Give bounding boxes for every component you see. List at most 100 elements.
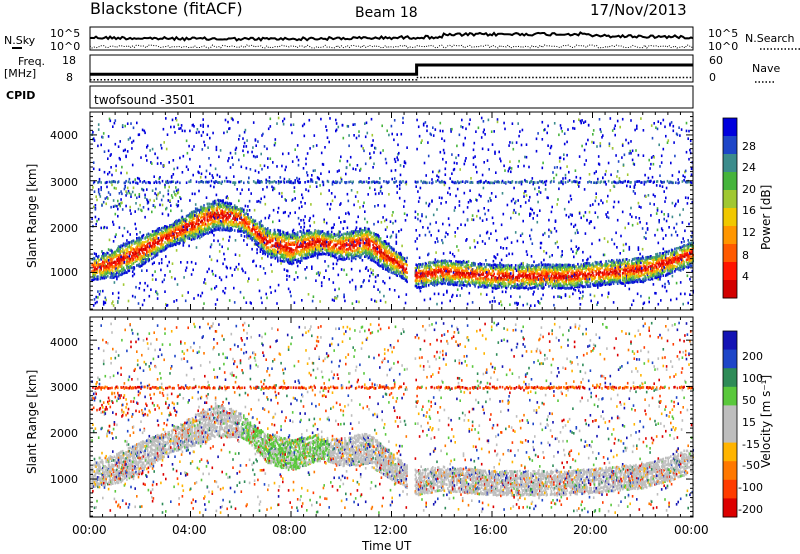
scatter-cell bbox=[349, 253, 352, 257]
scatter-cell bbox=[353, 244, 355, 248]
scatter-cell bbox=[185, 219, 188, 222]
scatter-cell bbox=[174, 238, 176, 242]
scatter-cell bbox=[113, 253, 116, 256]
scatter-cell bbox=[116, 271, 118, 275]
scatter-cell bbox=[273, 254, 276, 258]
scatter-cell bbox=[316, 240, 319, 243]
scatter-cell bbox=[182, 224, 185, 227]
scatter-cell bbox=[338, 251, 340, 254]
scatter-cell bbox=[307, 180, 310, 183]
scatter-cell bbox=[160, 162, 162, 165]
scatter-cell bbox=[107, 275, 109, 278]
scatter-cell bbox=[388, 249, 390, 252]
scatter-cell bbox=[284, 238, 286, 241]
scatter-cell bbox=[121, 165, 123, 169]
scatter-cell bbox=[175, 223, 178, 227]
scatter-cell bbox=[101, 264, 103, 268]
scatter-cell bbox=[126, 264, 129, 268]
scatter-cell bbox=[404, 161, 407, 165]
scatter-cell bbox=[323, 234, 325, 237]
scatter-cell bbox=[100, 276, 102, 280]
scatter-cell bbox=[101, 204, 103, 207]
scatter-cell bbox=[337, 238, 340, 242]
scatter-cell bbox=[281, 240, 283, 244]
scatter-cell bbox=[369, 267, 372, 271]
scatter-cell bbox=[167, 227, 170, 231]
scatter-cell bbox=[261, 242, 263, 245]
scatter-cell bbox=[415, 271, 417, 275]
scatter-cell bbox=[181, 294, 184, 297]
scatter-cell bbox=[292, 261, 295, 265]
scatter-cell bbox=[213, 220, 215, 224]
scatter-cell bbox=[382, 216, 384, 219]
scatter-cell bbox=[229, 180, 232, 184]
scatter-cell bbox=[244, 224, 247, 227]
scatter-cell bbox=[283, 260, 286, 263]
scatter-cell bbox=[142, 233, 145, 237]
scatter-cell bbox=[392, 230, 394, 234]
scatter-cell bbox=[280, 262, 282, 265]
scatter-cell bbox=[324, 244, 326, 248]
scatter-cell bbox=[231, 220, 233, 224]
scatter-cell bbox=[309, 185, 311, 188]
scatter-cell bbox=[228, 157, 230, 160]
scatter-cell bbox=[436, 208, 438, 211]
scatter-cell bbox=[269, 229, 272, 232]
scatter-cell bbox=[119, 265, 121, 268]
scatter-cell bbox=[246, 139, 248, 142]
scatter-cell bbox=[422, 262, 424, 266]
scatter-cell bbox=[372, 235, 374, 238]
scatter-cell bbox=[443, 261, 446, 265]
scatter-cell bbox=[362, 147, 364, 150]
scatter-cell bbox=[301, 231, 303, 235]
scatter-cell bbox=[456, 264, 459, 268]
cpid-value: twofsound -3501 bbox=[94, 93, 195, 107]
scatter-cell bbox=[213, 229, 215, 232]
scatter-cell bbox=[460, 271, 462, 275]
scatter-cell bbox=[344, 181, 346, 184]
scatter-cell bbox=[233, 210, 235, 213]
scatter-cell bbox=[451, 283, 454, 286]
scatter-cell bbox=[250, 235, 252, 238]
scatter-cell bbox=[283, 268, 286, 271]
scatter-cell bbox=[292, 259, 295, 262]
scatter-cell bbox=[349, 155, 352, 159]
scatter-cell bbox=[439, 129, 442, 133]
scatter-cell bbox=[177, 225, 180, 229]
scatter-cell bbox=[112, 272, 115, 275]
scatter-cell bbox=[359, 241, 362, 245]
scatter-cell bbox=[221, 222, 223, 225]
scatter-cell bbox=[235, 214, 238, 217]
scatter-cell bbox=[214, 220, 217, 223]
scatter-cell bbox=[206, 270, 209, 274]
scatter-cell bbox=[129, 136, 131, 140]
scatter-cell bbox=[451, 276, 454, 279]
scatter-cell bbox=[189, 228, 192, 232]
scatter-cell bbox=[332, 238, 335, 241]
scatter-cell bbox=[349, 163, 351, 167]
scatter-cell bbox=[346, 159, 349, 163]
scatter-cell bbox=[443, 281, 446, 285]
scatter-cell bbox=[278, 250, 281, 254]
scatter-cell bbox=[415, 269, 417, 272]
scatter-cell bbox=[126, 266, 128, 269]
scatter-cell bbox=[113, 186, 116, 190]
scatter-cell bbox=[346, 237, 349, 240]
scatter-cell bbox=[366, 233, 369, 237]
scatter-cell bbox=[116, 258, 118, 261]
scatter-cell bbox=[270, 253, 272, 257]
scatter-cell bbox=[415, 229, 417, 232]
scatter-cell bbox=[444, 235, 447, 239]
scatter-cell bbox=[458, 273, 461, 277]
scatter-cell bbox=[227, 216, 229, 219]
scatter-cell bbox=[157, 230, 160, 233]
scatter-cell bbox=[378, 239, 380, 242]
scatter-cell bbox=[339, 159, 341, 163]
scatter-cell bbox=[157, 242, 160, 245]
scatter-cell bbox=[372, 240, 374, 243]
scatter-cell bbox=[136, 181, 138, 185]
scatter-cell bbox=[257, 171, 260, 174]
scatter-cell bbox=[121, 272, 124, 275]
scatter-cell bbox=[221, 211, 223, 214]
scatter-cell bbox=[247, 227, 249, 231]
